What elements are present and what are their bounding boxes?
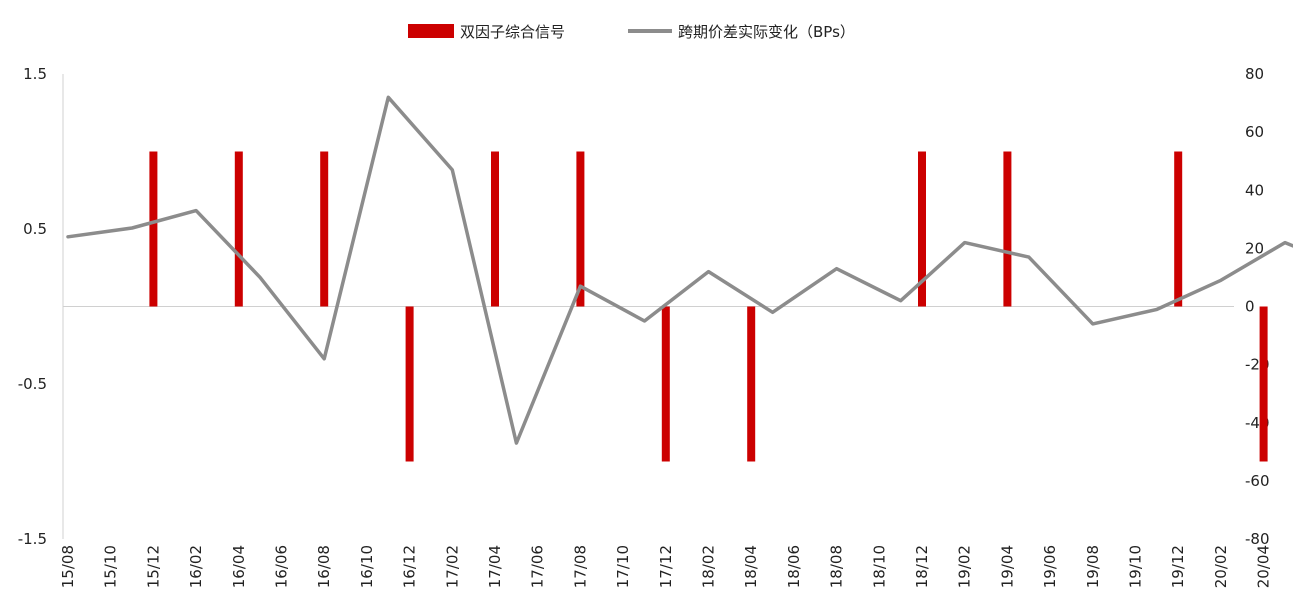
- x-tick-label: 20/02: [1212, 545, 1230, 588]
- left-tick-label: 1.5: [23, 65, 47, 83]
- x-tick-label: 16/10: [358, 545, 376, 588]
- signal-bar: [1259, 306, 1268, 462]
- x-tick-label: 20/04: [1255, 545, 1273, 588]
- x-tick-label: 17/06: [529, 545, 547, 588]
- right-tick-label: 20: [1245, 239, 1264, 257]
- right-tick-label: -80: [1245, 530, 1270, 548]
- x-tick-label: 19/10: [1127, 545, 1145, 588]
- x-tick-label: 17/12: [657, 545, 675, 588]
- x-tick-label: 17/02: [443, 545, 461, 588]
- signal-bar: [661, 306, 670, 462]
- legend-bar-swatch: [408, 24, 454, 38]
- x-tick-label: 19/06: [1041, 545, 1059, 588]
- signal-bar: [1003, 151, 1012, 307]
- x-tick-label: 16/06: [273, 545, 291, 588]
- left-tick-label: -0.5: [18, 375, 47, 393]
- x-tick-label: 18/04: [742, 545, 760, 588]
- x-tick-label: 17/04: [486, 545, 504, 588]
- spread-change-line: [66, 95, 1293, 445]
- right-tick-label: 80: [1245, 65, 1264, 83]
- signal-bar: [320, 151, 329, 307]
- x-tick-label: 17/08: [571, 545, 589, 588]
- signal-bar: [747, 306, 756, 462]
- x-tick-label: 15/12: [144, 545, 162, 588]
- signal-bar: [918, 151, 926, 307]
- x-tick-label: 19/12: [1169, 545, 1187, 588]
- signal-bar: [149, 151, 158, 307]
- x-tick-label: 19/04: [998, 545, 1016, 588]
- x-tick-label: 15/10: [102, 545, 120, 588]
- left-tick-label: -1.5: [18, 530, 47, 548]
- x-tick-label: 18/06: [785, 545, 803, 588]
- right-tick-label: 60: [1245, 123, 1264, 141]
- legend-line-label: 跨期价差实际变化（BPs）: [678, 23, 855, 41]
- x-tick-label: 16/02: [187, 545, 205, 588]
- x-tick-label: 17/10: [614, 545, 632, 588]
- x-tick-label: 19/08: [1084, 545, 1102, 588]
- legend-bar-label: 双因子综合信号: [460, 23, 565, 41]
- signal-bar: [1174, 151, 1183, 307]
- right-tick-label: 0: [1245, 298, 1255, 316]
- x-tick-label: 18/02: [700, 545, 718, 588]
- signal-bar: [576, 151, 585, 307]
- signal-bar: [491, 151, 499, 307]
- x-tick-label: 15/08: [59, 545, 77, 588]
- x-tick-label: 16/12: [401, 545, 419, 588]
- signal-bar: [405, 306, 414, 462]
- x-tick-label: 19/02: [956, 545, 974, 588]
- right-tick-label: -60: [1245, 472, 1270, 490]
- x-tick-label: 16/08: [315, 545, 333, 588]
- x-tick-label: 18/12: [913, 545, 931, 588]
- right-tick-label: 40: [1245, 181, 1264, 199]
- x-tick-label: 18/10: [870, 545, 888, 588]
- x-tick-label: 18/08: [828, 545, 846, 588]
- left-tick-label: 0.5: [23, 220, 47, 238]
- signal-bar: [234, 151, 243, 307]
- x-tick-label: 16/04: [230, 545, 248, 588]
